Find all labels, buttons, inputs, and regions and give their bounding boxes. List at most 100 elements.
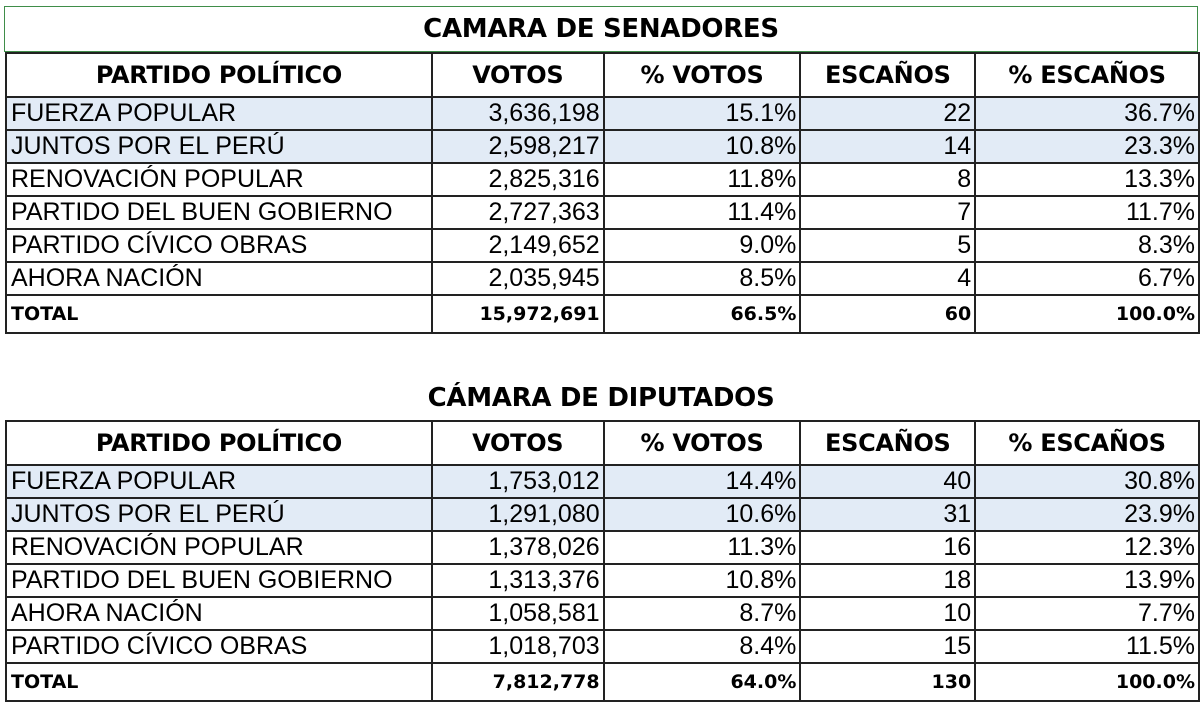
senado-table: PARTIDO POLÍTICO VOTOS % VOTOS ESCAÑOS %…: [5, 52, 1200, 334]
cell-escanos: 8: [799, 162, 977, 197]
cell-escanos: 16: [799, 530, 977, 565]
cell-pct-votos: 11.8%: [602, 162, 802, 197]
cell-pct-escanos: 11.5%: [974, 629, 1200, 664]
table-row: JUNTOS POR EL PERÚ 1,291,080 10.6% 31 23…: [5, 497, 1200, 532]
cell-votos: 1,753,012: [430, 464, 605, 499]
cell-pct-votos: 8.4%: [602, 629, 802, 664]
cell-party: AHORA NACIÓN: [5, 261, 433, 296]
total-label: TOTAL: [5, 294, 433, 334]
senado-title: CAMARA DE SENADORES: [4, 6, 1198, 52]
cell-pct-votos: 10.8%: [602, 129, 802, 164]
cell-party: FUERZA POPULAR: [5, 96, 433, 131]
header-votos: VOTOS: [430, 420, 605, 466]
cell-pct-votos: 15.1%: [602, 96, 802, 131]
cell-party: RENOVACIÓN POPULAR: [5, 530, 433, 565]
cell-pct-escanos: 8.3%: [974, 228, 1200, 263]
cell-pct-escanos: 11.7%: [974, 195, 1200, 230]
cell-pct-votos: 8.7%: [602, 596, 802, 631]
cell-votos: 2,598,217: [430, 129, 605, 164]
cell-pct-votos: 11.3%: [602, 530, 802, 565]
cell-votos: 2,727,363: [430, 195, 605, 230]
header-votos: VOTOS: [430, 52, 605, 98]
cell-pct-escanos: 6.7%: [974, 261, 1200, 296]
table-row: JUNTOS POR EL PERÚ 2,598,217 10.8% 14 23…: [5, 129, 1200, 164]
header-pct-escanos: % ESCAÑOS: [974, 52, 1200, 98]
cell-pct-escanos: 23.3%: [974, 129, 1200, 164]
header-pct-votos: % VOTOS: [602, 420, 802, 466]
table-row: FUERZA POPULAR 1,753,012 14.4% 40 30.8%: [5, 464, 1200, 499]
cell-pct-votos: 8.5%: [602, 261, 802, 296]
total-pct-escanos: 100.0%: [974, 662, 1200, 702]
cell-pct-escanos: 7.7%: [974, 596, 1200, 631]
cell-pct-escanos: 36.7%: [974, 96, 1200, 131]
total-row: TOTAL 15,972,691 66.5% 60 100.0%: [5, 294, 1200, 334]
cell-party: RENOVACIÓN POPULAR: [5, 162, 433, 197]
cell-party: JUNTOS POR EL PERÚ: [5, 129, 433, 164]
cell-escanos: 14: [799, 129, 977, 164]
total-escanos: 60: [799, 294, 977, 334]
header-escanos: ESCAÑOS: [799, 420, 977, 466]
cell-party: PARTIDO CÍVICO OBRAS: [5, 629, 433, 664]
cell-pct-votos: 14.4%: [602, 464, 802, 499]
table-row: RENOVACIÓN POPULAR 1,378,026 11.3% 16 12…: [5, 530, 1200, 565]
cell-pct-escanos: 30.8%: [974, 464, 1200, 499]
cell-escanos: 18: [799, 563, 977, 598]
table-row: PARTIDO DEL BUEN GOBIERNO 1,313,376 10.8…: [5, 563, 1200, 598]
cell-votos: 1,058,581: [430, 596, 605, 631]
total-votos: 15,972,691: [430, 294, 605, 334]
table-header-row: PARTIDO POLÍTICO VOTOS % VOTOS ESCAÑOS %…: [5, 52, 1200, 98]
header-pct-votos: % VOTOS: [602, 52, 802, 98]
cell-votos: 3,636,198: [430, 96, 605, 131]
cell-party: FUERZA POPULAR: [5, 464, 433, 499]
cell-pct-escanos: 12.3%: [974, 530, 1200, 565]
cell-escanos: 4: [799, 261, 977, 296]
total-pct-votos: 66.5%: [602, 294, 802, 334]
header-pct-escanos: % ESCAÑOS: [974, 420, 1200, 466]
cell-escanos: 15: [799, 629, 977, 664]
table-row: PARTIDO CÍVICO OBRAS 1,018,703 8.4% 15 1…: [5, 629, 1200, 664]
cell-party: JUNTOS POR EL PERÚ: [5, 497, 433, 532]
cell-votos: 1,018,703: [430, 629, 605, 664]
cell-pct-votos: 11.4%: [602, 195, 802, 230]
cell-votos: 2,825,316: [430, 162, 605, 197]
cell-escanos: 22: [799, 96, 977, 131]
cell-escanos: 10: [799, 596, 977, 631]
table-row: RENOVACIÓN POPULAR 2,825,316 11.8% 8 13.…: [5, 162, 1200, 197]
header-partido: PARTIDO POLÍTICO: [5, 52, 433, 98]
senado-section: CAMARA DE SENADORES PARTIDO POLÍTICO VOT…: [0, 0, 1200, 334]
table-row: AHORA NACIÓN 1,058,581 8.7% 10 7.7%: [5, 596, 1200, 631]
total-label: TOTAL: [5, 662, 433, 702]
cell-pct-votos: 10.6%: [602, 497, 802, 532]
table-row: AHORA NACIÓN 2,035,945 8.5% 4 6.7%: [5, 261, 1200, 296]
table-row: FUERZA POPULAR 3,636,198 15.1% 22 36.7%: [5, 96, 1200, 131]
cell-escanos: 40: [799, 464, 977, 499]
cell-pct-escanos: 13.9%: [974, 563, 1200, 598]
cell-pct-escanos: 13.3%: [974, 162, 1200, 197]
table-header-row: PARTIDO POLÍTICO VOTOS % VOTOS ESCAÑOS %…: [5, 420, 1200, 466]
diputados-table: PARTIDO POLÍTICO VOTOS % VOTOS ESCAÑOS %…: [5, 420, 1200, 702]
cell-votos: 1,313,376: [430, 563, 605, 598]
table-row: PARTIDO CÍVICO OBRAS 2,149,652 9.0% 5 8.…: [5, 228, 1200, 263]
cell-party: PARTIDO DEL BUEN GOBIERNO: [5, 195, 433, 230]
table-row: PARTIDO DEL BUEN GOBIERNO 2,727,363 11.4…: [5, 195, 1200, 230]
cell-votos: 2,035,945: [430, 261, 605, 296]
total-pct-escanos: 100.0%: [974, 294, 1200, 334]
cell-pct-votos: 9.0%: [602, 228, 802, 263]
cell-votos: 1,378,026: [430, 530, 605, 565]
cell-party: PARTIDO CÍVICO OBRAS: [5, 228, 433, 263]
total-pct-votos: 64.0%: [602, 662, 802, 702]
total-escanos: 130: [799, 662, 977, 702]
cell-pct-votos: 10.8%: [602, 563, 802, 598]
total-votos: 7,812,778: [430, 662, 605, 702]
cell-votos: 2,149,652: [430, 228, 605, 263]
header-escanos: ESCAÑOS: [799, 52, 977, 98]
cell-escanos: 31: [799, 497, 977, 532]
total-row: TOTAL 7,812,778 64.0% 130 100.0%: [5, 662, 1200, 702]
cell-pct-escanos: 23.9%: [974, 497, 1200, 532]
cell-party: AHORA NACIÓN: [5, 596, 433, 631]
diputados-section: CÁMARA DE DIPUTADOS PARTIDO POLÍTICO VOT…: [0, 376, 1200, 702]
cell-votos: 1,291,080: [430, 497, 605, 532]
cell-escanos: 7: [799, 195, 977, 230]
diputados-title: CÁMARA DE DIPUTADOS: [427, 383, 775, 413]
cell-escanos: 5: [799, 228, 977, 263]
